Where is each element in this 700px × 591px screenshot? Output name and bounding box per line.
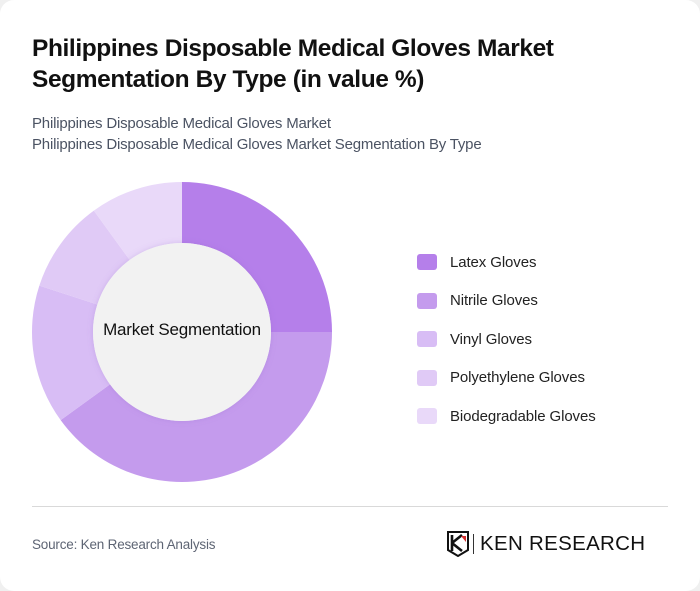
- legend-label: Vinyl Gloves: [450, 330, 532, 348]
- chart-subtitle: Philippines Disposable Medical Gloves Ma…: [32, 113, 482, 155]
- donut-slice-vinyl-gloves: [31, 285, 110, 421]
- donut-chart: [31, 182, 332, 482]
- legend-swatch-icon: [417, 408, 437, 425]
- legend-item-vinyl: Vinyl Gloves: [417, 320, 596, 359]
- legend-swatch-icon: [417, 292, 437, 309]
- legend-item-polyethylene: Polyethylene Gloves: [417, 359, 596, 398]
- chart-legend: Latex Gloves Nitrile Gloves Vinyl Gloves…: [417, 243, 596, 436]
- page-title: Philippines Disposable Medical Gloves Ma…: [32, 35, 554, 93]
- donut-slice-nitrile-gloves: [60, 332, 332, 482]
- donut-hole: [93, 243, 271, 421]
- footer-divider: [32, 506, 668, 507]
- legend-label: Latex Gloves: [450, 253, 537, 271]
- legend-swatch-icon: [417, 254, 437, 271]
- logo-text: KEN RESEARCH: [480, 532, 646, 555]
- legend-label: Nitrile Gloves: [450, 292, 538, 310]
- subtitle-line-1: Philippines Disposable Medical Gloves Ma…: [32, 115, 331, 132]
- legend-item-biodegradable: Biodegradable Gloves: [417, 397, 596, 436]
- legend-label: Polyethylene Gloves: [450, 369, 585, 387]
- donut-slice-polyethylene-gloves: [39, 210, 130, 305]
- legend-swatch-icon: [417, 331, 437, 348]
- logo-separator: [473, 534, 474, 554]
- ken-research-logo: KEN RESEARCH: [447, 531, 645, 557]
- donut-slice-biodegradable-gloves: [93, 182, 182, 260]
- legend-item-latex: Latex Gloves: [417, 243, 596, 282]
- legend-label: Biodegradable Gloves: [450, 407, 596, 425]
- ken-research-shield-k-icon: [447, 531, 469, 557]
- legend-item-nitrile: Nitrile Gloves: [417, 282, 596, 321]
- subtitle-line-2: Philippines Disposable Medical Gloves Ma…: [32, 136, 482, 153]
- source-note: Source: Ken Research Analysis: [32, 537, 216, 552]
- donut-center-label: Market Segmentation: [103, 320, 261, 339]
- legend-swatch-icon: [417, 369, 437, 386]
- donut-slice-latex-gloves: [182, 182, 332, 332]
